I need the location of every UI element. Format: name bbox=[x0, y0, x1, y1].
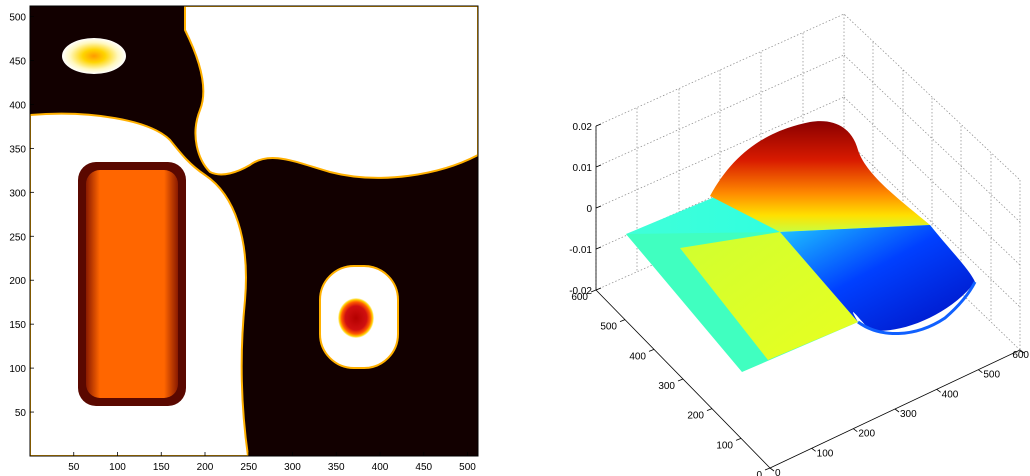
surface-z-tick-mark bbox=[595, 164, 602, 168]
heatmap-yellow-blob bbox=[62, 38, 126, 74]
surface-y-ticks: 600 500 400 300 200 100 0 bbox=[571, 289, 771, 476]
surface-y-tick-mark bbox=[677, 378, 684, 382]
surface-x-tick-mark bbox=[811, 448, 816, 452]
heatmap-y-tick-label: 100 bbox=[9, 364, 26, 375]
heatmap-y-tick-label: 50 bbox=[15, 408, 27, 419]
heatmap-x-tick-label: 500 bbox=[459, 462, 476, 473]
surface-y-tick-label: 100 bbox=[716, 440, 733, 451]
surface-z-tick-mark bbox=[595, 287, 602, 291]
heatmap-x-tick-label: 150 bbox=[153, 462, 170, 473]
surface-y-tick-mark bbox=[706, 408, 713, 412]
surface-x-tick-mark bbox=[978, 369, 983, 373]
surface-blue-valley bbox=[780, 225, 975, 331]
surface-z-tick-mark bbox=[595, 246, 602, 250]
surface-y-tick-label: 600 bbox=[571, 292, 588, 303]
surface-y-tick-label: 400 bbox=[629, 351, 646, 362]
surface-chart: 0.020.010-0.01-0.02 6005004003002001000 … bbox=[569, 13, 1029, 476]
heatmap-y-ticks: 50 100 150 200 250 300 350 400 450 500 bbox=[9, 13, 34, 419]
heatmap-white-region-top bbox=[184, 6, 478, 179]
surface-x-tick-label: 100 bbox=[817, 448, 834, 459]
surface-y-tick-label: 500 bbox=[600, 322, 617, 333]
surface-x-tick-label: 400 bbox=[942, 389, 959, 400]
surface-x-tick-mark bbox=[894, 408, 900, 413]
surface-z-tick-label: -0.02 bbox=[569, 286, 592, 297]
heatmap-x-tick-label: 250 bbox=[240, 462, 257, 473]
surface-y-tick-mark bbox=[735, 437, 742, 441]
heatmap-chart: 50 100 150 200 250 300 350 400 450 500 50 100 150 20… bbox=[9, 5, 479, 473]
surface-x-ticks: 0 100 200 300 400 500 600 bbox=[769, 349, 1029, 476]
surface-y-tick-mark bbox=[590, 289, 597, 293]
heatmap-x-tick-label: 400 bbox=[372, 462, 389, 473]
heatmap-x-tick-label: 200 bbox=[197, 462, 214, 473]
surface-y-tick-label: 200 bbox=[687, 411, 704, 422]
surface-x-tick-mark bbox=[853, 428, 858, 432]
surface-z-tick-label: 0 bbox=[586, 204, 592, 215]
surface-z-tick-label: 0.02 bbox=[573, 122, 593, 133]
surface-red-hill bbox=[710, 121, 930, 232]
surface-y-tick-mark bbox=[648, 348, 655, 352]
surface-z-tick-mark bbox=[595, 205, 602, 209]
surface-mesh bbox=[626, 121, 977, 372]
surface-y-tick-label: 0 bbox=[756, 470, 762, 476]
surface-x-tick-label: 300 bbox=[900, 409, 917, 420]
surface-z-tick-label: 0.01 bbox=[573, 163, 593, 174]
heatmap-y-tick-label: 500 bbox=[9, 13, 26, 24]
surface-z-ticks: 0.02 0.01 0 -0.01 -0.02 bbox=[569, 122, 602, 297]
heatmap-y-tick-label: 200 bbox=[9, 276, 26, 287]
heatmap-x-tick-label: 450 bbox=[415, 462, 432, 473]
surface-x-tick-label: 600 bbox=[1012, 350, 1029, 361]
heatmap-y-tick-label: 350 bbox=[9, 144, 26, 155]
surface-x-tick-mark bbox=[769, 467, 775, 472]
heatmap-y-tick-label: 400 bbox=[9, 100, 26, 111]
heatmap-x-tick-label: 300 bbox=[284, 462, 301, 473]
heatmap-x-tick-label: 350 bbox=[328, 462, 345, 473]
surface-z-tick-mark bbox=[595, 123, 602, 127]
heatmap-red-blob bbox=[338, 298, 374, 338]
surface-y-tick-label: 300 bbox=[658, 381, 675, 392]
heatmap-y-tick-label: 450 bbox=[9, 56, 26, 67]
surface-y-tick-mark bbox=[619, 319, 626, 323]
surface-x-tick-label: 200 bbox=[858, 429, 875, 440]
surface-yellow-plane bbox=[680, 232, 858, 360]
surface-valley-edge bbox=[857, 281, 977, 335]
heatmap-x-tick-label: 50 bbox=[68, 462, 80, 473]
heatmap-x-tick-label: 100 bbox=[109, 462, 126, 473]
surface-x-tick-label: 500 bbox=[983, 370, 1000, 381]
surface-z-tick-label: -0.01 bbox=[569, 245, 592, 256]
surface-x-tick-mark bbox=[936, 389, 941, 393]
heatmap-frame bbox=[29, 5, 479, 457]
heatmap-y-tick-label: 250 bbox=[9, 232, 26, 243]
heatmap-y-tick-label: 300 bbox=[9, 188, 26, 199]
surface-x-tick-label: 0 bbox=[775, 468, 781, 476]
heatmap-x-ticks: 50 100 150 200 250 300 350 400 450 500 bbox=[68, 452, 476, 473]
heatmap-orange-core bbox=[86, 170, 178, 398]
heatmap-y-tick-label: 150 bbox=[9, 320, 26, 331]
surface-x-tick-mark bbox=[1019, 349, 1025, 354]
surface-y-tick-mark bbox=[764, 467, 771, 471]
